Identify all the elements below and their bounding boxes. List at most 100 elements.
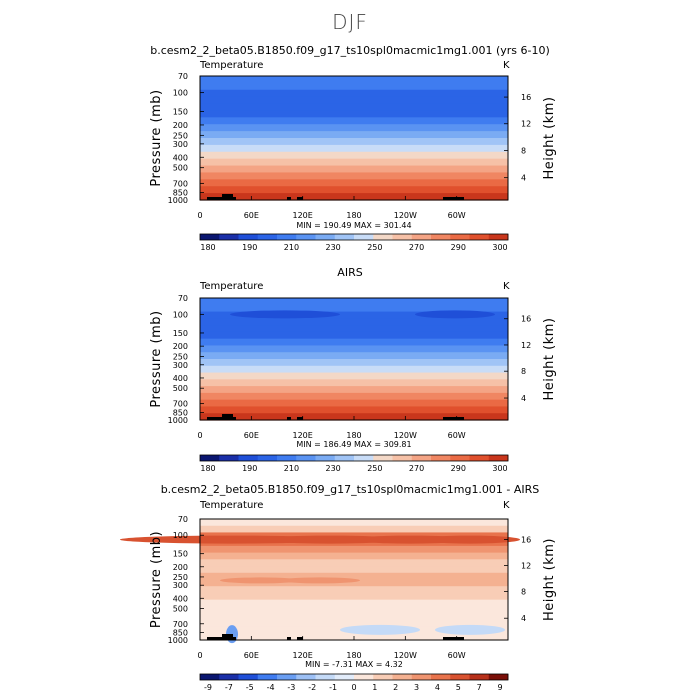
colorbar-3-swatch bbox=[200, 674, 220, 680]
colorbar-3-label: -3 bbox=[287, 683, 295, 692]
colorbar-3-swatch bbox=[488, 674, 509, 680]
panel-1-temperature-band bbox=[200, 103, 508, 112]
panel-2-variable: Temperature bbox=[200, 281, 264, 292]
panel-3-difference-band bbox=[200, 552, 508, 560]
panel-2-temperature-band bbox=[200, 406, 508, 414]
panel-3-difference-band bbox=[200, 525, 508, 534]
lon-tick-label: 60E bbox=[244, 431, 259, 440]
colorbar-2-frame bbox=[199, 454, 509, 462]
panel-3-warm-anomaly bbox=[280, 577, 360, 584]
colorbar-3-label: -7 bbox=[225, 683, 233, 692]
panel-2-temperature-band bbox=[200, 352, 508, 360]
panel-3-warm-anomaly bbox=[420, 535, 520, 544]
pressure-tick-label: 70 bbox=[178, 294, 188, 303]
panel-1-temperature-band bbox=[200, 144, 508, 153]
pressure-axis-label: Pressure (mb) bbox=[149, 89, 164, 186]
colorbar-1-swatch bbox=[392, 234, 413, 240]
colorbar-1-label: 180 bbox=[200, 243, 215, 252]
panel-3-variable: Temperature bbox=[200, 500, 264, 511]
panel-1-temperature-band bbox=[200, 76, 508, 84]
panel-1-temperature-band bbox=[200, 124, 508, 132]
panel-2-cold-anomaly bbox=[415, 310, 495, 319]
height-axis-label: Height (km) bbox=[542, 97, 557, 180]
panel-3-units: K bbox=[503, 500, 510, 511]
colorbar-3-label: 4 bbox=[435, 683, 440, 692]
colorbar-1-label: 290 bbox=[451, 243, 466, 252]
panel-2-temperature-band bbox=[200, 345, 508, 353]
panel-2-temperature-band bbox=[200, 304, 508, 313]
colorbar-2-swatch bbox=[277, 455, 297, 461]
height-axis-label: Height (km) bbox=[542, 538, 557, 621]
colorbar-1-swatch bbox=[411, 234, 432, 240]
panel-3-difference-band bbox=[200, 606, 508, 614]
pressure-axis-label: Pressure (mb) bbox=[149, 531, 164, 628]
panel-3-topography bbox=[443, 637, 464, 640]
colorbar-2-swatch bbox=[488, 455, 509, 461]
lon-tick-label: 60E bbox=[244, 211, 259, 220]
panel-1-temperature-band bbox=[200, 96, 508, 105]
panel-3-difference-band bbox=[200, 545, 508, 554]
colorbar-1-swatch bbox=[296, 234, 316, 240]
panel-2-temperature-band bbox=[200, 379, 508, 387]
lon-tick-label: 120W bbox=[394, 211, 417, 220]
colorbar-1-swatch bbox=[315, 234, 336, 240]
panel-1-temperature-band bbox=[200, 110, 508, 118]
height-tick-label: 16 bbox=[521, 93, 531, 102]
panel-3-minmax: MIN = -7.31 MAX = 4.32 bbox=[305, 660, 403, 669]
colorbar-1-label: 230 bbox=[326, 243, 341, 252]
colorbar-3-label: 1 bbox=[372, 683, 377, 692]
colorbar-3-label: -4 bbox=[267, 683, 275, 692]
colorbar-2-swatch bbox=[373, 455, 393, 461]
colorbar-1-label: 210 bbox=[284, 243, 299, 252]
pressure-tick-label: 850 bbox=[173, 409, 188, 418]
colorbar-3-label: -2 bbox=[308, 683, 316, 692]
panel-2-topography bbox=[443, 417, 464, 420]
panel-1-temperature-band bbox=[200, 131, 508, 139]
colorbar-1-swatch bbox=[431, 234, 451, 240]
panel-2-temperature-band bbox=[200, 365, 508, 374]
panel-2-temperature-band bbox=[200, 311, 508, 319]
pressure-tick-label: 200 bbox=[173, 121, 188, 130]
panel-1-topography bbox=[287, 197, 291, 200]
pressure-tick-label: 150 bbox=[173, 108, 188, 117]
lon-tick-label: 180 bbox=[346, 431, 361, 440]
panel-1-title: b.cesm2_2_beta05.B1850.f09_g17_ts10spl0m… bbox=[150, 44, 550, 57]
colorbar-2-swatch bbox=[392, 455, 413, 461]
colorbar-3-swatch bbox=[392, 674, 413, 680]
colorbar-3-label: 5 bbox=[456, 683, 461, 692]
lon-tick-label: 120E bbox=[293, 211, 313, 220]
panel-3-difference-band bbox=[200, 579, 508, 587]
panel-2-temperature-band bbox=[200, 399, 508, 408]
panel-1-topography bbox=[297, 197, 303, 200]
panel-2-topography bbox=[207, 414, 236, 420]
lon-tick-label: 120W bbox=[394, 651, 417, 660]
colorbar-2-swatch bbox=[411, 455, 432, 461]
pressure-tick-label: 300 bbox=[173, 581, 188, 590]
pressure-tick-label: 500 bbox=[173, 604, 188, 613]
panel-1-temperature-band bbox=[200, 158, 508, 167]
colorbar-3-swatch bbox=[431, 674, 451, 680]
colorbar-1-label: 190 bbox=[242, 243, 257, 252]
panel-3-topography bbox=[207, 634, 236, 640]
colorbar-2-label: 230 bbox=[326, 464, 341, 473]
panel-2-units: K bbox=[503, 281, 510, 292]
panel-1-temperature-band bbox=[200, 151, 508, 160]
colorbar-1-swatch bbox=[450, 234, 470, 240]
colorbar-2-swatch bbox=[334, 455, 355, 461]
panel-1-temperature-band bbox=[200, 165, 508, 174]
colorbar-2-label: 250 bbox=[367, 464, 382, 473]
height-tick-label: 12 bbox=[521, 120, 531, 129]
colorbar-3-swatch bbox=[219, 674, 239, 680]
colorbar-1-label: 270 bbox=[409, 243, 424, 252]
lon-tick-label: 60W bbox=[448, 431, 466, 440]
pressure-tick-label: 200 bbox=[173, 563, 188, 572]
pressure-tick-label: 850 bbox=[173, 188, 188, 197]
panel-1-topography bbox=[207, 194, 236, 200]
panel-2-cold-anomaly bbox=[230, 310, 340, 319]
lon-tick-label: 0 bbox=[197, 651, 202, 660]
panel-3-warm-anomaly bbox=[220, 577, 300, 584]
colorbar-3-swatch bbox=[238, 674, 259, 680]
pressure-tick-label: 1000 bbox=[168, 636, 188, 645]
pressure-tick-label: 100 bbox=[173, 89, 188, 98]
panel-3-difference-band bbox=[200, 519, 508, 527]
